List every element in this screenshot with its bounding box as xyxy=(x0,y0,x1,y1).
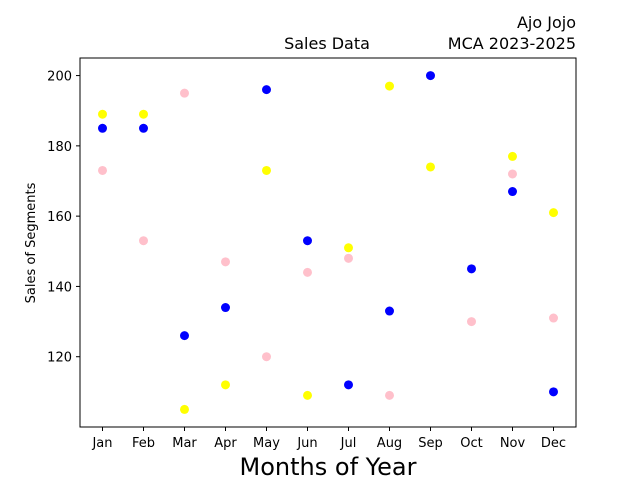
data-point xyxy=(180,331,189,341)
x-tick-label: Mar xyxy=(172,436,197,451)
data-point xyxy=(139,109,148,119)
data-point xyxy=(139,236,148,246)
data-point xyxy=(385,390,394,400)
data-point xyxy=(303,267,312,277)
x-tick-label: Feb xyxy=(132,436,155,451)
y-tick-label: 140 xyxy=(47,280,72,295)
x-tick-label: May xyxy=(253,436,280,451)
data-point xyxy=(508,169,517,179)
x-axis-label: Months of Year xyxy=(240,453,417,480)
data-point xyxy=(98,109,107,119)
x-tick-label: Sep xyxy=(418,436,443,451)
data-point xyxy=(344,243,353,253)
data-point xyxy=(303,236,312,246)
data-point xyxy=(139,123,148,133)
y-tick-label: 120 xyxy=(47,351,72,366)
x-tick-label: Jul xyxy=(340,436,357,451)
data-point xyxy=(385,81,394,91)
y-tick-label: 180 xyxy=(47,140,72,155)
data-point xyxy=(467,317,476,327)
x-tick-label: Dec xyxy=(541,436,566,451)
y-tick-label: 160 xyxy=(47,210,72,225)
data-point xyxy=(549,313,558,323)
data-point xyxy=(467,264,476,274)
data-point xyxy=(221,303,230,313)
points-layer xyxy=(98,71,558,414)
x-tick-label: Aug xyxy=(377,436,402,451)
data-point xyxy=(262,352,271,362)
data-point xyxy=(262,165,271,175)
data-point xyxy=(344,253,353,263)
x-tick-label: Jun xyxy=(296,436,317,451)
plot-area-frame xyxy=(79,57,577,428)
data-point xyxy=(508,151,517,161)
x-tick-label: Oct xyxy=(460,436,482,451)
chart-subtitle-line-1: Ajo Jojo xyxy=(517,13,576,32)
data-point xyxy=(262,85,271,95)
data-point xyxy=(344,380,353,390)
x-tick-label: Apr xyxy=(214,436,237,451)
data-point xyxy=(508,187,517,197)
data-point xyxy=(385,306,394,316)
y-axis-label: Sales of Segments xyxy=(24,182,39,303)
data-point xyxy=(98,123,107,133)
data-point xyxy=(221,380,230,390)
data-point xyxy=(180,88,189,98)
chart-title: Sales Data xyxy=(284,34,370,53)
data-point xyxy=(221,257,230,267)
data-point xyxy=(549,208,558,218)
data-point xyxy=(303,390,312,400)
data-point xyxy=(426,71,435,81)
data-point xyxy=(180,404,189,414)
data-point xyxy=(549,387,558,397)
x-tick-label: Nov xyxy=(500,436,526,451)
x-tick-label: Jan xyxy=(91,436,112,451)
y-tick-label: 200 xyxy=(47,70,72,85)
axes-layer: Jan Feb Mar Apr May Jun Jul Aug Sep Oct Nov Dec 120 1… xyxy=(47,70,566,451)
data-point xyxy=(426,162,435,172)
chart-subtitle-line-2: MCA 2023-2025 xyxy=(448,34,576,53)
data-point xyxy=(98,165,107,175)
